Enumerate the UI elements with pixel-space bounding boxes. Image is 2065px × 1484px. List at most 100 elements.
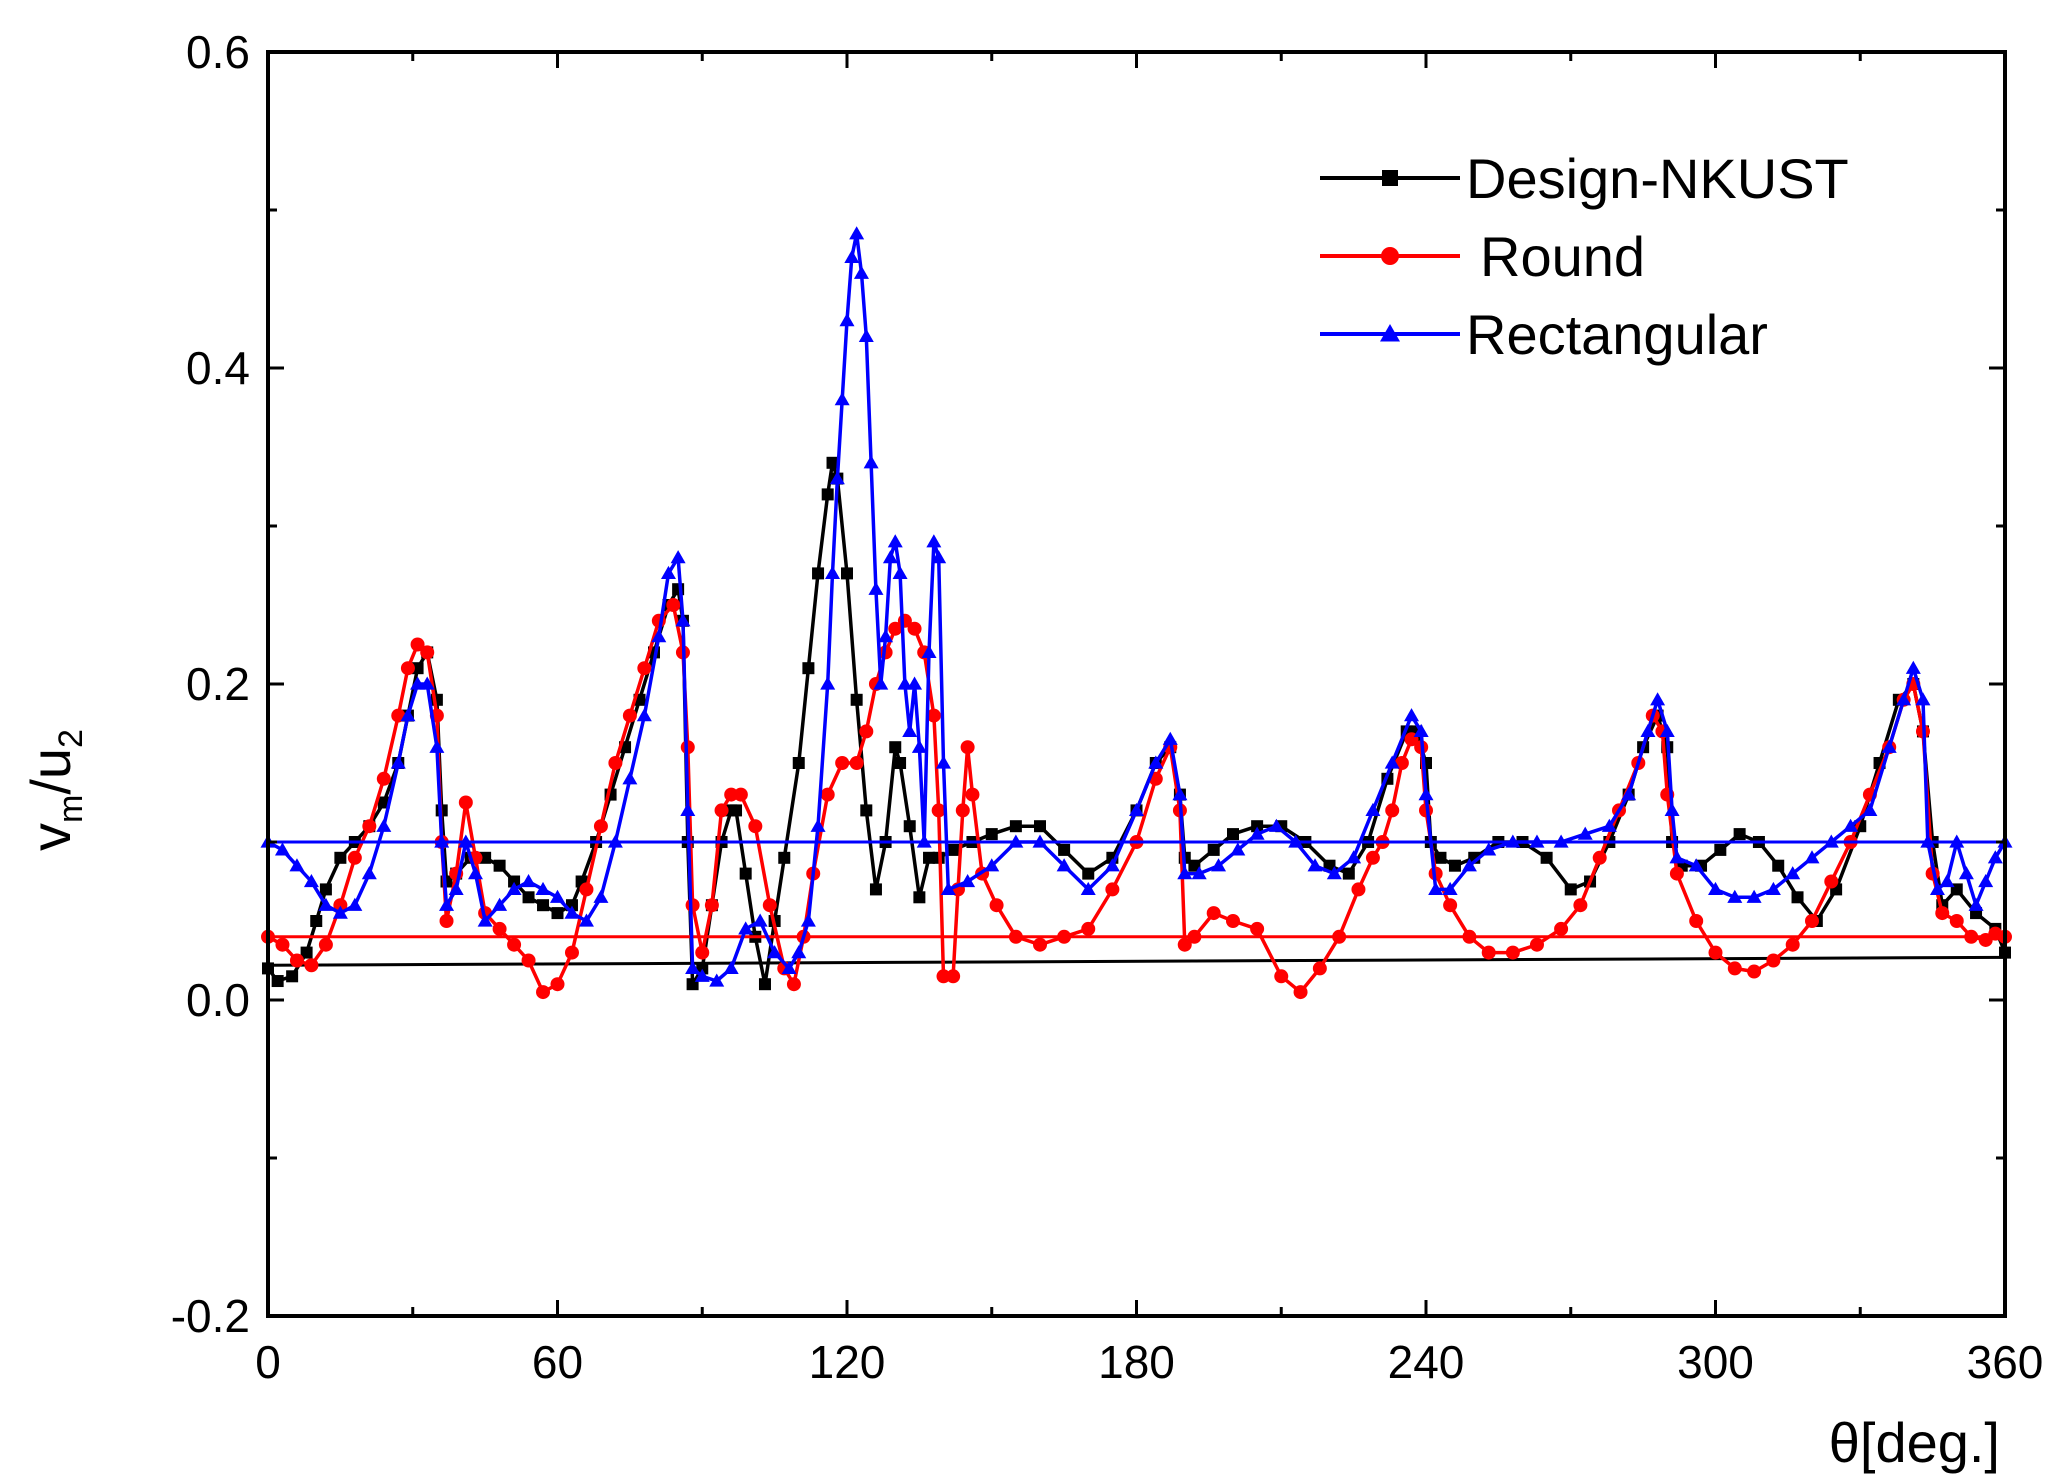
- triangle-marker: [1442, 881, 1458, 896]
- triangle-marker: [1843, 818, 1859, 832]
- circle-marker: [439, 914, 454, 928]
- triangle-marker: [1148, 755, 1164, 769]
- triangle-marker: [1056, 858, 1072, 872]
- triangle-marker: [1346, 850, 1362, 864]
- triangle-marker: [825, 565, 841, 580]
- legend: Design-NKUST Round Rectangular: [1320, 147, 1849, 366]
- triangle-marker: [911, 739, 927, 753]
- triangle-marker: [887, 534, 903, 548]
- circle-marker: [786, 977, 801, 992]
- triangle-marker: [289, 858, 305, 872]
- square-marker: [493, 859, 506, 872]
- x-tick-label: 360: [1967, 1336, 2044, 1388]
- triangle-marker: [1765, 881, 1781, 896]
- triangle-marker: [660, 565, 676, 580]
- circle-marker: [1805, 914, 1819, 928]
- triangle-marker: [429, 739, 445, 753]
- y-tick-label: 0.6: [186, 26, 250, 78]
- square-marker: [551, 907, 564, 920]
- triangle-marker: [1958, 866, 1974, 880]
- triangle-marker: [535, 881, 551, 896]
- triangle-marker: [738, 921, 754, 935]
- circle-marker: [724, 787, 739, 802]
- square-marker: [1227, 828, 1239, 841]
- square-marker: [1251, 820, 1264, 833]
- triangle-marker: [723, 960, 739, 975]
- square-marker: [802, 662, 815, 675]
- circle-marker: [637, 661, 652, 676]
- circle-marker: [1689, 914, 1704, 928]
- circle-marker: [1332, 929, 1347, 944]
- triangle-marker: [419, 676, 435, 690]
- circle-marker: [593, 819, 608, 834]
- circle-marker: [507, 937, 522, 952]
- circle-marker: [1274, 969, 1289, 984]
- triangle-marker: [622, 771, 638, 785]
- triangle-marker: [1461, 858, 1477, 872]
- circle-marker: [347, 850, 362, 865]
- x-tick-label: 120: [809, 1336, 886, 1388]
- circle-marker: [400, 661, 415, 676]
- y-tick-label: 0.2: [186, 658, 250, 710]
- square-marker: [1058, 843, 1071, 856]
- square-marker: [894, 757, 907, 769]
- triangle-marker: [1905, 660, 1921, 674]
- triangle-marker: [810, 818, 826, 832]
- triangle-marker: [1746, 889, 1762, 903]
- triangle-marker: [1230, 842, 1246, 856]
- triangle-marker: [892, 565, 908, 580]
- square-marker: [1082, 867, 1095, 880]
- triangle-marker: [1428, 881, 1444, 896]
- circle-marker: [492, 921, 507, 936]
- circle-marker: [1747, 964, 1762, 979]
- y-axis-title-part: /u: [19, 748, 82, 795]
- triangle-marker: [410, 676, 426, 690]
- circle-marker: [1293, 985, 1308, 1000]
- square-marker: [411, 662, 424, 675]
- circle-marker: [685, 898, 700, 913]
- triangle-marker: [1708, 881, 1723, 896]
- triangle-marker: [521, 874, 537, 888]
- circle-marker: [1554, 921, 1569, 936]
- triangle-marker: [1804, 850, 1820, 864]
- square-marker: [1772, 859, 1785, 872]
- circle-marker: [1033, 937, 1047, 952]
- triangle-marker: [1968, 897, 1984, 911]
- square-marker: [860, 804, 873, 817]
- legend-label: Design-NKUST: [1466, 147, 1849, 210]
- circle-marker: [458, 795, 473, 810]
- triangle-marker: [1659, 723, 1675, 738]
- triangle-marker: [936, 755, 951, 769]
- square-marker: [841, 567, 853, 580]
- triangle-marker: [694, 968, 710, 982]
- triangle-marker: [685, 960, 701, 975]
- square-marker: [758, 978, 771, 991]
- triangle-marker: [1881, 739, 1897, 753]
- square-marker: [792, 757, 805, 769]
- square-marker: [913, 891, 926, 904]
- series-design-nkust: [262, 456, 2011, 991]
- square-marker: [1791, 891, 1804, 904]
- square-marker: [730, 804, 743, 817]
- triangle-marker: [1211, 858, 1227, 872]
- triangle-marker: [1727, 889, 1743, 903]
- circle-marker: [1351, 882, 1366, 897]
- triangle-marker: [651, 629, 667, 643]
- circle-marker: [1381, 247, 1399, 265]
- ticks-layer: 0 60 120 180 240 300 360 -0.2 0.0 0.2 0.4 0.6: [171, 26, 2044, 1388]
- triangle-marker: [1384, 755, 1400, 769]
- triangle-marker: [578, 913, 594, 927]
- x-tick-label: 60: [532, 1336, 583, 1388]
- circle-marker: [1105, 882, 1120, 897]
- circle-marker: [579, 882, 594, 897]
- legend-entry: Rectangular: [1320, 303, 1768, 366]
- circle-marker: [1481, 945, 1496, 960]
- square-marker: [1714, 843, 1727, 856]
- triangle-marker: [1404, 708, 1420, 722]
- triangle-marker: [984, 858, 1000, 872]
- x-tick-label: 0: [255, 1336, 281, 1388]
- triangle-marker: [506, 881, 522, 896]
- circle-marker: [1727, 961, 1742, 976]
- square-marker: [1382, 170, 1398, 186]
- triangle-marker: [931, 550, 947, 564]
